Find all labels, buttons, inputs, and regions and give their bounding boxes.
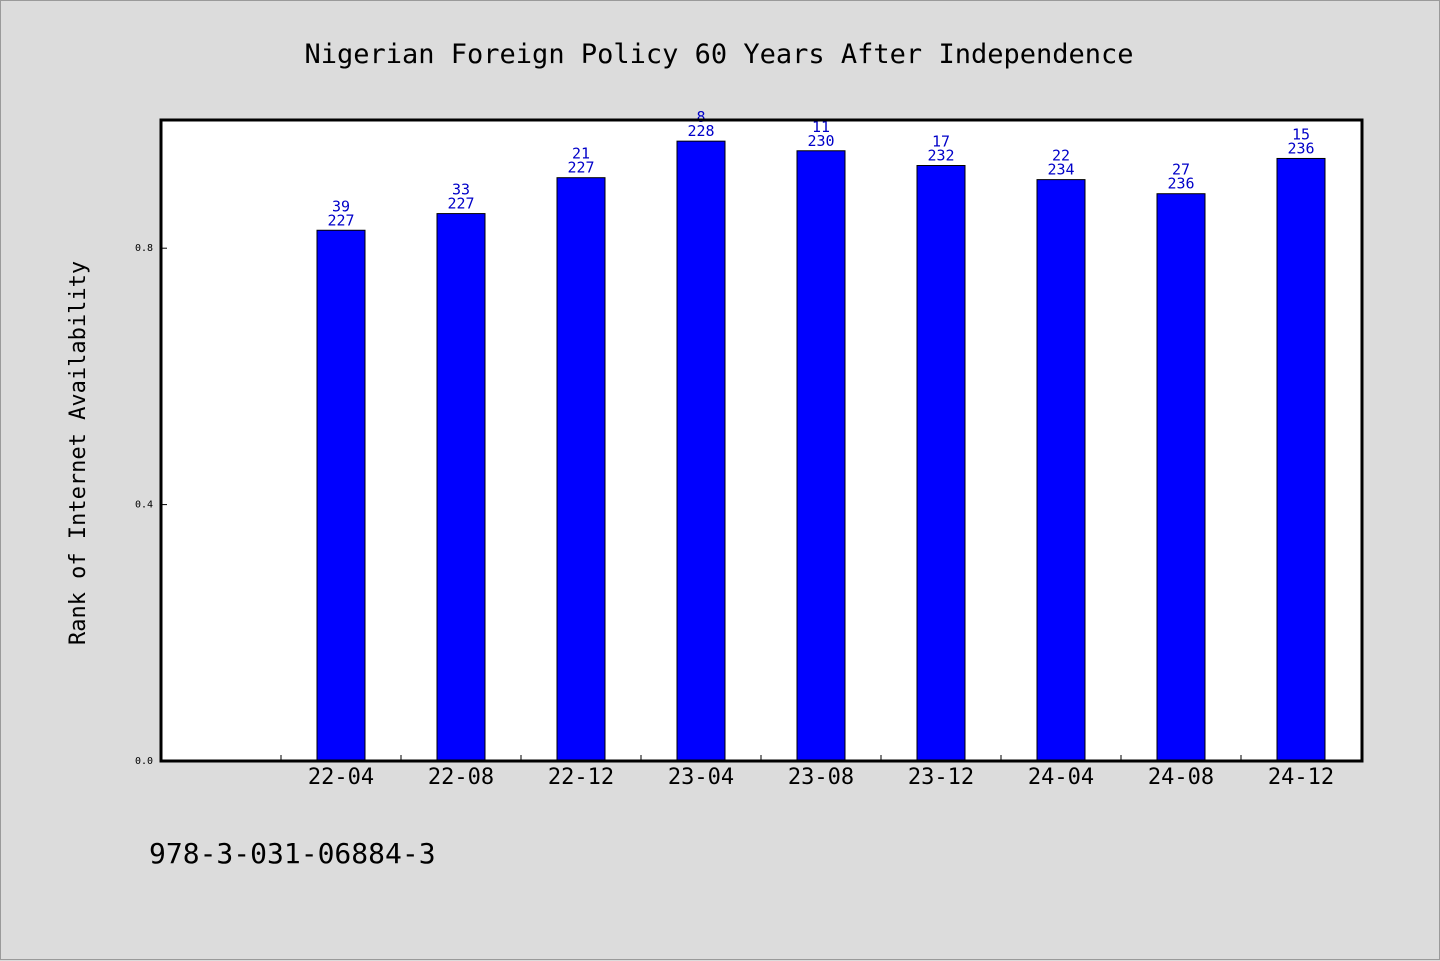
y-tick-label: 0.8 [135,243,153,254]
x-tick-label: 22-04 [308,765,374,790]
x-tick-label: 22-08 [428,765,494,790]
bar [1156,193,1206,762]
bar-label-top: 11 [812,118,830,136]
bar-label-top: 39 [332,197,350,215]
y-axis-label: Rank of Internet Availability [66,261,91,645]
plot-border [159,118,1364,763]
bar-label-top: 22 [1052,147,1070,165]
bar [1036,179,1086,762]
x-tick-label: 23-08 [788,765,854,790]
x-tick-label: 24-04 [1028,765,1094,790]
x-tick-label: 23-12 [908,765,974,790]
bar-label-bottom: 227 [567,159,594,177]
bar-label-bottom: 227 [447,195,474,213]
chart-marks: 0.00.40.82273922-042273322-082272122-122… [135,108,1362,790]
bar-label-bottom: 232 [927,147,954,165]
bar [916,165,966,762]
bar [436,213,486,762]
y-tick-label: 0.0 [135,756,153,767]
x-tick-label: 24-12 [1268,765,1334,790]
x-tick-label: 24-08 [1148,765,1214,790]
bar [1276,157,1326,762]
x-tick-label: 23-04 [668,765,734,790]
bar-label-top: 17 [932,133,950,151]
bar-label-bottom: 230 [807,132,834,150]
bar-label-bottom: 236 [1287,139,1314,157]
x-tick-label: 22-12 [548,765,614,790]
bar-label-top: 33 [452,181,470,199]
bar [676,140,726,762]
bar [316,229,366,762]
bar-label-bottom: 236 [1167,175,1194,193]
bar-label-bottom: 228 [687,122,714,140]
chart-title: Nigerian Foreign Policy 60 Years After I… [304,39,1133,70]
bar-label-bottom: 227 [327,211,354,229]
bar-label-top: 21 [572,145,590,163]
bar-label-bottom: 234 [1047,161,1074,179]
bar-label-top: 15 [1292,125,1310,143]
bar-label-top: 8 [696,108,705,126]
bar-label-top: 27 [1172,161,1190,179]
isbn-footer: 978-3-031-06884-3 [149,837,436,870]
bar [796,150,846,762]
y-tick-label: 0.4 [135,500,153,511]
bar [556,177,606,762]
